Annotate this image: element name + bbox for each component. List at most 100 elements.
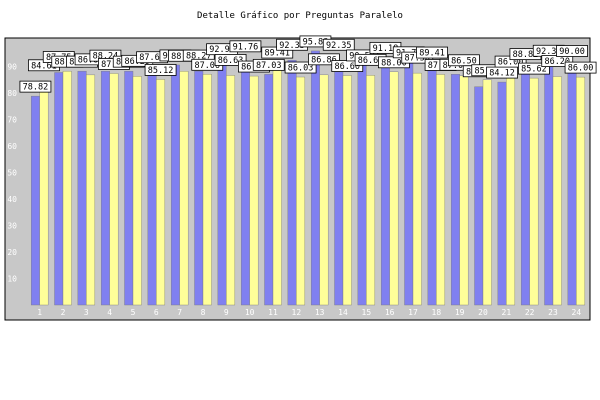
bar-series-a bbox=[450, 74, 460, 306]
x-tick-label: 17 bbox=[408, 308, 418, 317]
x-tick-label: 11 bbox=[268, 308, 278, 317]
bar-series-b bbox=[86, 74, 96, 306]
bar-series-a bbox=[54, 72, 64, 306]
bar-series-b bbox=[366, 75, 376, 306]
data-label-box bbox=[229, 40, 262, 53]
data-label: 92.35 bbox=[326, 41, 352, 51]
data-label-box bbox=[308, 53, 340, 66]
data-label: 87.50 bbox=[404, 54, 430, 64]
bar-series-a bbox=[264, 74, 274, 306]
data-label: 89.41 bbox=[264, 49, 290, 59]
y-tick-label: 30 bbox=[7, 222, 17, 231]
data-label: 86.63 bbox=[218, 56, 244, 66]
data-label: 88.27 bbox=[186, 52, 212, 62]
x-tick-label: 14 bbox=[338, 308, 348, 317]
bar-series-a bbox=[124, 70, 134, 306]
bar-series-a bbox=[170, 64, 180, 306]
bar-series-b bbox=[272, 67, 282, 306]
x-tick-label: 9 bbox=[224, 308, 229, 317]
bar-series-b bbox=[552, 76, 562, 306]
data-label: 84.12 bbox=[489, 69, 515, 79]
data-label-box bbox=[322, 38, 355, 51]
data-label: 90.00 bbox=[559, 47, 585, 57]
data-label-box bbox=[284, 61, 317, 74]
bar-series-a bbox=[520, 69, 530, 306]
data-label: 85.12 bbox=[148, 66, 174, 76]
bar-series-b bbox=[342, 75, 352, 306]
y-axis-ticks: 10 20 30 40 50 60 70 80 90 bbox=[7, 63, 17, 284]
x-tick-label: 6 bbox=[154, 308, 159, 317]
data-label: 87.03 bbox=[256, 61, 282, 71]
bar-series-b bbox=[412, 72, 422, 306]
bar-series-b bbox=[506, 76, 516, 306]
x-tick-label: 10 bbox=[245, 308, 255, 317]
data-label: 88.24 bbox=[93, 52, 119, 62]
x-tick-label: 2 bbox=[61, 308, 66, 317]
bar-series-b bbox=[576, 76, 586, 306]
y-tick-label: 90 bbox=[7, 63, 17, 72]
x-tick-label: 16 bbox=[385, 308, 395, 317]
y-tick-label: 10 bbox=[7, 275, 17, 284]
data-label: 92.35 bbox=[279, 41, 305, 51]
data-label: 89.41 bbox=[419, 49, 445, 59]
x-tick-label: 15 bbox=[362, 308, 372, 317]
x-tick-label: 18 bbox=[432, 308, 442, 317]
x-tick-label: 13 bbox=[315, 308, 325, 317]
bar-series-a bbox=[77, 70, 87, 306]
bar-series-a bbox=[497, 81, 507, 306]
chart-title: Detalle Gráfico por Preguntas Paralelo bbox=[197, 11, 403, 21]
x-tick-label: 22 bbox=[525, 308, 535, 317]
bar-series-b bbox=[226, 75, 236, 306]
bar-series-b bbox=[156, 79, 166, 306]
data-label: 84.61 bbox=[31, 61, 57, 71]
data-label: 87.06 bbox=[194, 61, 220, 71]
data-label: 85.62 bbox=[521, 65, 547, 75]
bar-series-b bbox=[319, 74, 329, 306]
data-label-box bbox=[564, 61, 597, 74]
bar-series-a bbox=[474, 86, 484, 306]
bar-series-a bbox=[544, 60, 554, 306]
x-tick-label: 1 bbox=[37, 308, 42, 317]
x-axis-ticks: 1 2 3 4 5 6 7 8 9 10 11 12 13 14 15 16 17 18 19 20 21 22 23 24 bbox=[37, 308, 581, 317]
data-label: 91.76 bbox=[233, 42, 259, 52]
data-label-box bbox=[214, 54, 247, 66]
data-label: 86.66 bbox=[358, 56, 384, 66]
data-label: 78.82 bbox=[23, 83, 49, 93]
bar-series-b bbox=[109, 73, 119, 306]
data-label-box bbox=[416, 46, 448, 59]
data-label-box bbox=[252, 58, 285, 71]
bar-series-b bbox=[179, 71, 189, 306]
bar-series-b bbox=[62, 70, 72, 306]
bar-series-a bbox=[404, 61, 414, 306]
x-tick-label: 21 bbox=[502, 308, 512, 317]
data-label-box bbox=[518, 62, 550, 75]
bar-series-b bbox=[482, 79, 492, 306]
data-label: 86.00 bbox=[568, 64, 594, 74]
x-tick-label: 19 bbox=[455, 308, 465, 317]
data-label: 87.65 bbox=[139, 53, 165, 63]
bar-series-a bbox=[357, 64, 367, 306]
data-label-box bbox=[144, 64, 177, 76]
data-label-box bbox=[19, 80, 52, 93]
x-tick-label: 23 bbox=[548, 308, 558, 317]
bar-series-b bbox=[529, 77, 539, 306]
bar-series-a bbox=[194, 70, 204, 306]
data-label: 91.18 bbox=[373, 44, 399, 54]
data-label: 88.00 bbox=[381, 58, 407, 68]
y-tick-label: 40 bbox=[7, 195, 17, 204]
bar-series-a bbox=[567, 66, 577, 306]
data-labels-group: 78.8284.6187.7588.2488.2486.8488.2487.37… bbox=[19, 35, 597, 93]
data-label: 92.94 bbox=[209, 45, 235, 55]
x-tick-label: 20 bbox=[478, 308, 488, 317]
bar-series-b bbox=[389, 71, 399, 306]
x-tick-label: 7 bbox=[177, 308, 182, 317]
y-tick-label: 50 bbox=[7, 169, 17, 178]
x-tick-label: 5 bbox=[131, 308, 136, 317]
bar-series-b bbox=[132, 76, 142, 306]
bar-series-b bbox=[459, 75, 469, 306]
data-label: 86.20 bbox=[544, 57, 570, 67]
bar-series-b bbox=[296, 76, 306, 306]
x-tick-label: 8 bbox=[201, 308, 206, 317]
data-label: 86.86 bbox=[311, 55, 337, 65]
